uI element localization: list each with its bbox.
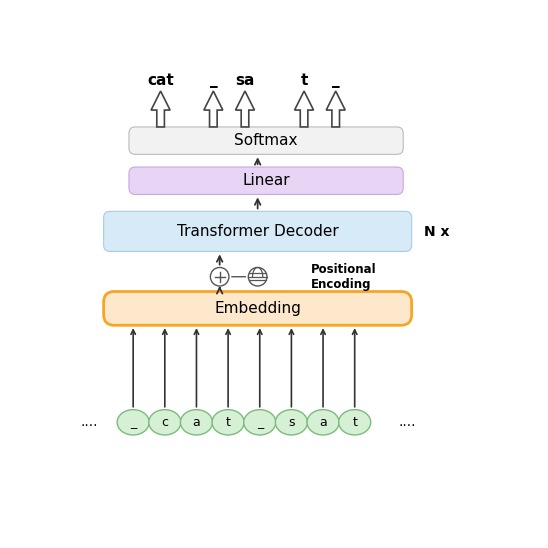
Text: cat: cat	[147, 73, 174, 88]
Ellipse shape	[339, 410, 371, 435]
Text: Transformer Decoder: Transformer Decoder	[177, 224, 339, 239]
Text: _: _	[256, 416, 263, 429]
Text: Linear: Linear	[242, 173, 290, 189]
Text: sa: sa	[235, 73, 255, 88]
Text: t: t	[226, 416, 231, 429]
Polygon shape	[151, 91, 170, 127]
FancyBboxPatch shape	[129, 127, 403, 155]
Text: ....: ....	[80, 415, 98, 429]
Text: N x: N x	[424, 225, 450, 238]
FancyBboxPatch shape	[129, 167, 403, 195]
Ellipse shape	[180, 410, 213, 435]
Ellipse shape	[244, 410, 276, 435]
Text: c: c	[161, 416, 168, 429]
Circle shape	[210, 267, 229, 286]
Polygon shape	[204, 91, 223, 127]
Polygon shape	[236, 91, 254, 127]
Text: Softmax: Softmax	[235, 133, 298, 148]
Polygon shape	[326, 91, 345, 127]
Text: t: t	[352, 416, 357, 429]
Text: _: _	[332, 73, 340, 88]
Text: ....: ....	[399, 415, 416, 429]
Ellipse shape	[275, 410, 307, 435]
Text: _: _	[209, 73, 217, 88]
Text: a: a	[192, 416, 201, 429]
Ellipse shape	[117, 410, 149, 435]
Text: _: _	[130, 416, 136, 429]
Ellipse shape	[212, 410, 244, 435]
FancyBboxPatch shape	[104, 292, 412, 326]
FancyBboxPatch shape	[104, 212, 412, 252]
Ellipse shape	[307, 410, 339, 435]
Polygon shape	[295, 91, 313, 127]
Text: s: s	[288, 416, 295, 429]
Text: Positional
Encoding: Positional Encoding	[310, 262, 376, 291]
Text: t: t	[300, 73, 308, 88]
Ellipse shape	[149, 410, 181, 435]
Text: a: a	[319, 416, 327, 429]
Text: Embedding: Embedding	[214, 301, 301, 316]
Circle shape	[248, 267, 267, 286]
